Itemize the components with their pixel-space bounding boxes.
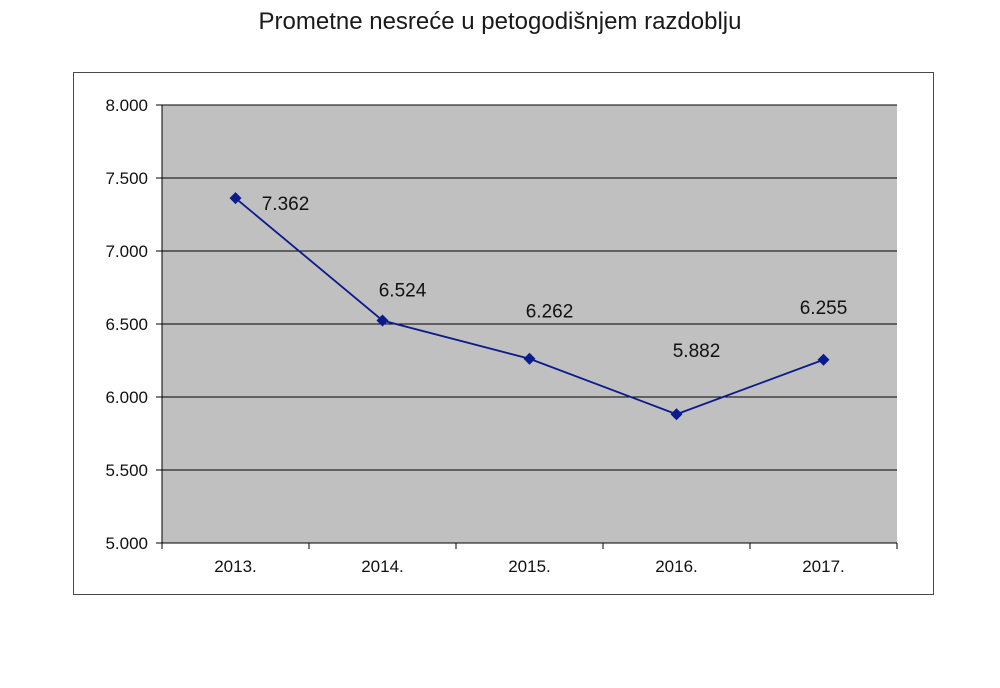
x-tick-label: 2016. [655, 557, 698, 576]
data-label: 6.524 [379, 280, 427, 301]
data-point-marker [670, 408, 683, 421]
x-tick-label: 2013. [214, 557, 257, 576]
data-point-marker [523, 352, 536, 365]
y-tick-label: 6.500 [105, 315, 148, 334]
data-label: 7.362 [262, 194, 310, 215]
x-tick-label: 2014. [361, 557, 404, 576]
data-point-marker [229, 192, 242, 205]
data-point-marker [376, 314, 389, 327]
data-point-marker [817, 353, 830, 366]
y-tick-label: 6.000 [105, 388, 148, 407]
y-tick-label: 5.000 [105, 534, 148, 553]
y-tick-label: 7.500 [105, 169, 148, 188]
data-label: 5.882 [673, 341, 721, 362]
chart-frame [73, 72, 934, 595]
y-tick-label: 8.000 [105, 96, 148, 115]
chart-title: Prometne nesreće u petogodišnjem razdobl… [258, 8, 742, 35]
x-tick-label: 2017. [802, 557, 845, 576]
y-tick-label: 7.000 [105, 242, 148, 261]
x-tick-label: 2015. [508, 557, 551, 576]
data-label: 6.255 [800, 298, 848, 319]
y-tick-label: 5.500 [105, 461, 148, 480]
data-label: 6.262 [526, 302, 574, 323]
